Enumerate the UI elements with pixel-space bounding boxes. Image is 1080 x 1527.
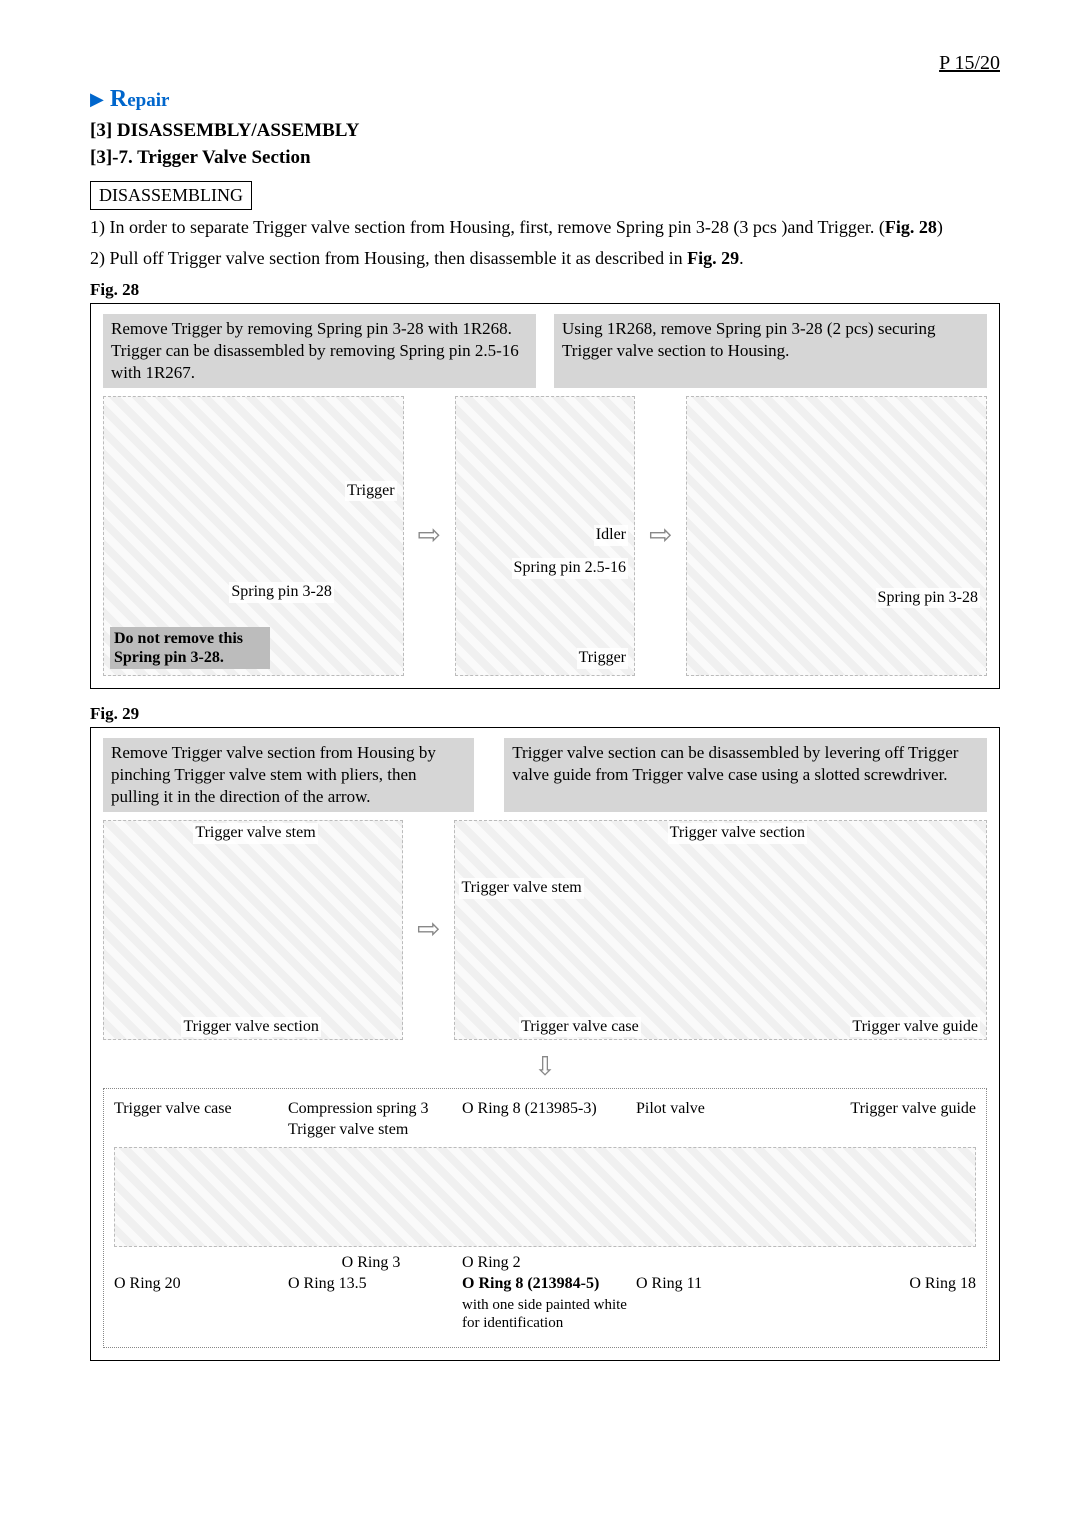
label-oring135: O Ring 13.5 xyxy=(288,1274,454,1333)
label-do-not-remove: Do not remove this Spring pin 3-28. xyxy=(110,627,270,669)
instruction-2-figref: Fig. 29 xyxy=(687,248,739,268)
fig28-caption-right: Using 1R268, remove Spring pin 3-28 (2 p… xyxy=(554,314,987,388)
label-idler: Idler xyxy=(594,525,628,546)
fig29-caption-left: Remove Trigger valve section from Housin… xyxy=(103,738,474,812)
label-valve-case-top: Trigger valve case xyxy=(114,1099,280,1141)
label-oring8-b-note: with one side painted white for identifi… xyxy=(462,1296,628,1332)
triangle-right-icon: ▶ xyxy=(90,88,104,111)
instruction-1-end: ) xyxy=(937,217,943,237)
instruction-2-end: . xyxy=(739,248,744,268)
subsection-heading: [3]-7. Trigger Valve Section xyxy=(90,146,1000,171)
repair-title-row: ▶ Repair xyxy=(90,84,1000,115)
label-compression-spring-text: Compression spring 3 xyxy=(288,1099,454,1120)
fig29-caption-right: Trigger valve section can be disassemble… xyxy=(504,738,987,812)
fig29-captions: Remove Trigger valve section from Housin… xyxy=(103,738,987,812)
label-oring11: O Ring 11 xyxy=(636,1274,802,1333)
label-oring8-a: O Ring 8 (213985-3) xyxy=(462,1099,628,1141)
fig29-box: Remove Trigger valve section from Housin… xyxy=(90,727,1000,1361)
instruction-2-text: 2) Pull off Trigger valve section from H… xyxy=(90,248,687,268)
page-number: P 15/20 xyxy=(90,50,1000,76)
fig29-label: Fig. 29 xyxy=(90,703,1000,725)
label-compression-spring: Compression spring 3 Trigger valve stem xyxy=(288,1099,454,1141)
label-valve-guide-top: Trigger valve guide xyxy=(810,1099,976,1141)
label-spring-pin-2516: Spring pin 2.5-16 xyxy=(512,558,628,579)
label-trigger-bottom: Trigger xyxy=(577,648,628,669)
exploded-bottom-labels: O Ring 20 O Ring 13.5 O Ring 8 (213984-5… xyxy=(114,1274,976,1333)
label-oring18: O Ring 18 xyxy=(810,1274,976,1333)
fig29-diagram-left: Trigger valve stem Trigger valve section xyxy=(103,820,403,1040)
label-spring-pin-328: Spring pin 3-28 xyxy=(229,582,333,603)
label-valve-stem-top: Trigger valve stem xyxy=(193,823,317,844)
exploded-diagram-strip xyxy=(114,1147,976,1247)
exploded-top-labels: Trigger valve case Compression spring 3 … xyxy=(114,1099,976,1141)
arrow-right-icon: ⇨ xyxy=(414,518,445,554)
fig29-diagram-right: Trigger valve section Trigger valve stem… xyxy=(454,820,987,1040)
label-pilot-valve: Pilot valve xyxy=(636,1099,802,1141)
instruction-2: 2) Pull off Trigger valve section from H… xyxy=(90,247,1000,270)
fig28-diagrams: Trigger Spring pin 3-28 Do not remove th… xyxy=(103,396,987,676)
instruction-1-text: 1) In order to separate Trigger valve se… xyxy=(90,217,885,237)
fig28-caption-left: Remove Trigger by removing Spring pin 3-… xyxy=(103,314,536,388)
fig28-label: Fig. 28 xyxy=(90,279,1000,301)
label-oring3: O Ring 3 xyxy=(288,1253,454,1274)
repair-title-rest: epair xyxy=(127,90,169,111)
label-oring8-b: O Ring 8 (213984-5) with one side painte… xyxy=(462,1274,628,1333)
fig28-diagram-right: Spring pin 3-28 xyxy=(686,396,987,676)
arrow-right-icon: ⇨ xyxy=(413,912,444,948)
fig28-captions: Remove Trigger by removing Spring pin 3-… xyxy=(103,314,987,388)
fig28-diagram-left: Trigger Spring pin 3-28 Do not remove th… xyxy=(103,396,404,676)
arrow-down-icon: ⇩ xyxy=(103,1050,987,1084)
label-valve-guide: Trigger valve guide xyxy=(850,1017,980,1038)
label-oring2: O Ring 2 xyxy=(462,1253,628,1274)
label-oring20: O Ring 20 xyxy=(114,1274,280,1333)
fig28-box: Remove Trigger by removing Spring pin 3-… xyxy=(90,303,1000,689)
exploded-mid-labels: O Ring 3 O Ring 2 xyxy=(114,1253,976,1274)
label-valve-section-right: Trigger valve section xyxy=(668,823,807,844)
exploded-view: Trigger valve case Compression spring 3 … xyxy=(103,1088,987,1348)
arrow-right-icon: ⇨ xyxy=(645,518,676,554)
disassembling-box: DISASSEMBLING xyxy=(90,181,252,210)
repair-title: Repair xyxy=(110,84,170,115)
label-valve-case: Trigger valve case xyxy=(519,1017,641,1038)
repair-title-initial: R xyxy=(110,86,127,112)
fig29-diagrams: Trigger valve stem Trigger valve section… xyxy=(103,820,987,1040)
label-trigger-top: Trigger xyxy=(345,481,396,502)
label-oring8-b-title: O Ring 8 (213984-5) xyxy=(462,1274,628,1295)
label-valve-stem-exp: Trigger valve stem xyxy=(288,1120,454,1141)
label-spring-pin-328-right: Spring pin 3-28 xyxy=(876,588,980,609)
label-valve-section-left: Trigger valve section xyxy=(181,1017,320,1038)
instruction-1-figref: Fig. 28 xyxy=(885,217,937,237)
fig28-diagram-mid: Idler Spring pin 2.5-16 Trigger xyxy=(455,396,635,676)
instruction-1: 1) In order to separate Trigger valve se… xyxy=(90,216,1000,239)
section-heading: [3] DISASSEMBLY/ASSEMBLY xyxy=(90,119,1000,144)
label-valve-stem-right: Trigger valve stem xyxy=(459,878,583,899)
